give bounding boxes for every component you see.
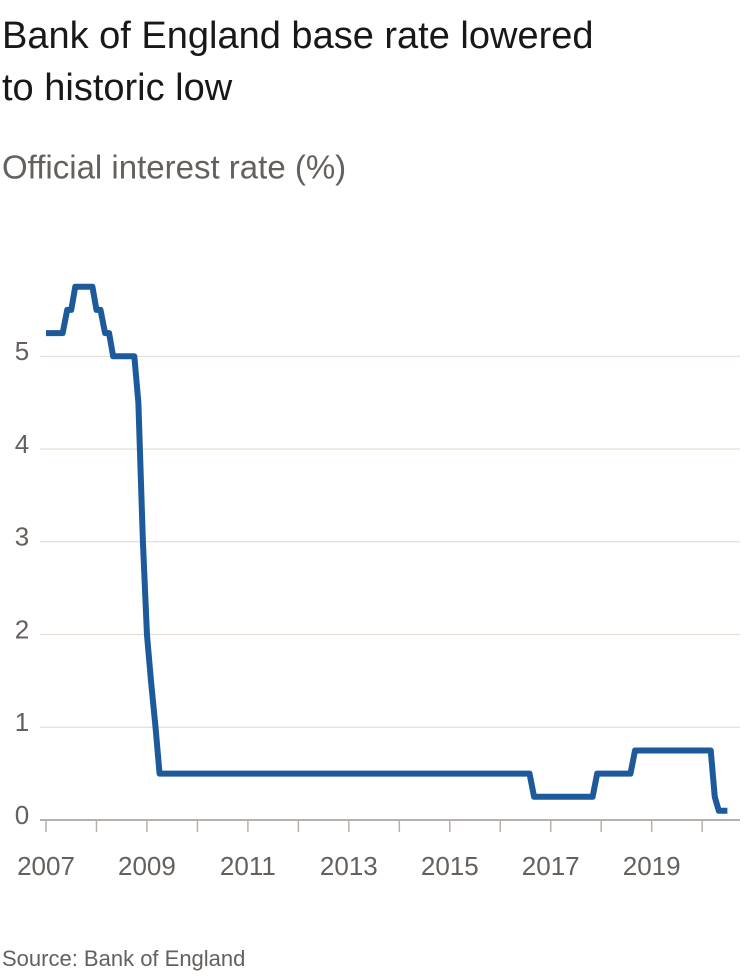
x-tick-label: 2015 xyxy=(421,851,479,881)
y-tick-label: 2 xyxy=(15,614,29,644)
chart-title: Bank of England base rate lowered xyxy=(2,15,594,57)
x-tick-label: 2009 xyxy=(118,851,176,881)
x-tick-label: 2019 xyxy=(623,851,681,881)
source: Source: Bank of England xyxy=(2,946,245,971)
y-tick-label: 5 xyxy=(15,336,29,366)
y-tick-label: 1 xyxy=(15,707,29,737)
x-tick-label: 2011 xyxy=(220,851,276,881)
chart-title: to historic low xyxy=(2,67,233,109)
x-tick-label: 2007 xyxy=(17,851,75,881)
x-tick-label: 2017 xyxy=(522,851,580,881)
y-tick-label: 4 xyxy=(15,429,29,459)
x-tick-label: 2013 xyxy=(320,851,378,881)
y-tick-label: 0 xyxy=(15,800,29,830)
y-tick-label: 3 xyxy=(15,522,29,552)
data-line xyxy=(46,283,728,814)
chart-subtitle: Official interest rate (%) xyxy=(2,149,346,186)
